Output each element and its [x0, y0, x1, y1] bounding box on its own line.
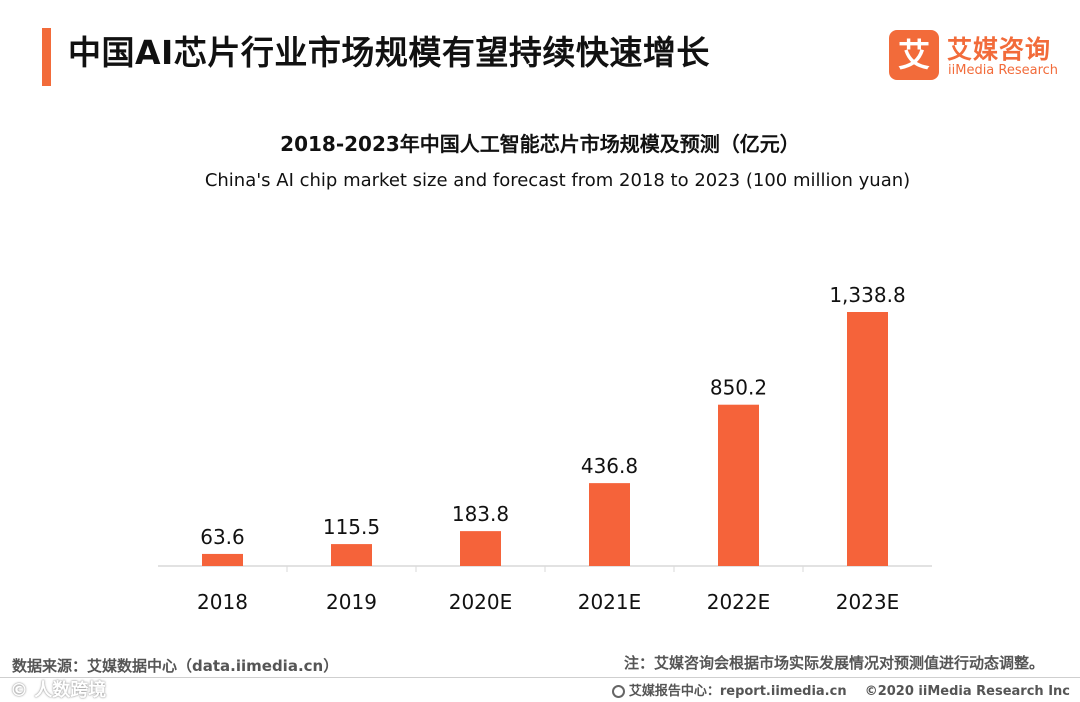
x-tick-label-2023E: 2023E: [836, 590, 900, 614]
x-tick-label-2020E: 2020E: [449, 590, 513, 614]
data-label-2019: 115.5: [323, 515, 380, 539]
copyright: ©2020 iiMedia Research Inc: [864, 684, 1070, 699]
forecast-note: 注：艾媒咨询会根据市场实际发展情况对预测值进行动态调整。: [623, 654, 1044, 672]
data-label-2023E: 1,338.8: [829, 283, 905, 307]
iimedia-logo: 艾 艾媒咨询 iiMedia Research: [889, 30, 1069, 86]
page-title: 中国AI芯片行业市场规模有望持续快速增长: [68, 33, 710, 72]
x-tick-label-2022E: 2022E: [707, 590, 771, 614]
data-label-2018: 63.6: [200, 525, 245, 549]
data-label-2020E: 183.8: [452, 502, 509, 526]
report-site: 艾媒报告中心：report.iimedia.cn: [628, 684, 847, 699]
data-label-2022E: 850.2: [710, 376, 767, 400]
bar-2021E: [589, 483, 630, 566]
footer-divider: [0, 677, 1080, 678]
globe-icon: [611, 685, 625, 698]
bar-2022E: [718, 404, 759, 566]
logo-mark-icon: 艾: [889, 30, 939, 80]
bar-2018: [202, 553, 243, 566]
x-tick-label-2018: 2018: [197, 590, 248, 614]
data-label-2021E: 436.8: [581, 454, 638, 478]
chart-subtitle: China's AI chip market size and forecast…: [204, 170, 911, 191]
title-accent-bar: [42, 28, 51, 86]
data-source: 数据来源：艾媒数据中心（data.iimedia.cn）: [12, 657, 339, 675]
logo-name-cn: 艾媒咨询: [947, 35, 1052, 64]
footer-bar: 艾媒报告中心：report.iimedia.cn ©2020 iiMedia R…: [611, 680, 1070, 699]
bar-2020E: [460, 531, 501, 566]
watermark: © 人数跨境: [10, 680, 107, 701]
x-tick-label-2021E: 2021E: [578, 590, 642, 614]
bar-2023E: [847, 312, 888, 566]
bar-2019: [331, 544, 372, 566]
x-tick-label-2019: 2019: [326, 590, 377, 614]
logo-name-en: iiMedia Research: [948, 63, 1059, 78]
chart-title: 2018-2023年中国人工智能芯片市场规模及预测（亿元）: [280, 132, 800, 156]
